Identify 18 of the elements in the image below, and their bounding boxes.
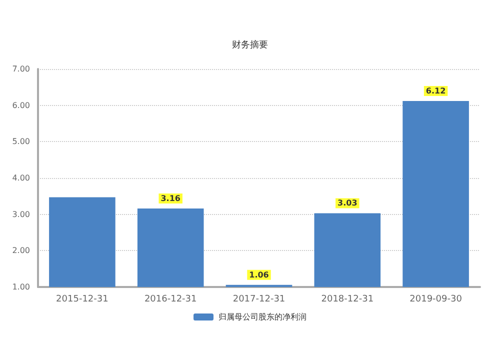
data-label: 1.06: [249, 270, 270, 280]
x-tick-label: 2019-09-30: [410, 294, 462, 304]
y-tick-label: 3.00: [12, 210, 30, 219]
legend-label: 归属母公司股东的净利润: [218, 312, 306, 322]
y-tick-label: 5.00: [12, 137, 30, 146]
y-tick-label: 1.00: [12, 282, 30, 292]
y-tick-label: 6.00: [12, 100, 30, 110]
y-tick-label: 4.00: [12, 174, 30, 182]
x-tick-label: 2016-12-31: [144, 294, 197, 304]
x-tick-label: 2018-12-31: [321, 294, 374, 304]
data-label: 3.03: [338, 198, 358, 208]
y-tick-label: 7.00: [12, 64, 30, 74]
data-label: 6.12: [426, 86, 446, 96]
chart-title: 财务摘要: [232, 40, 268, 50]
data-label: 3.16: [160, 194, 181, 204]
x-tick-label: 2017-12-31: [232, 294, 286, 304]
x-tick-label: 2015-12-31: [56, 294, 108, 304]
y-tick-label: 2.00: [12, 246, 30, 256]
